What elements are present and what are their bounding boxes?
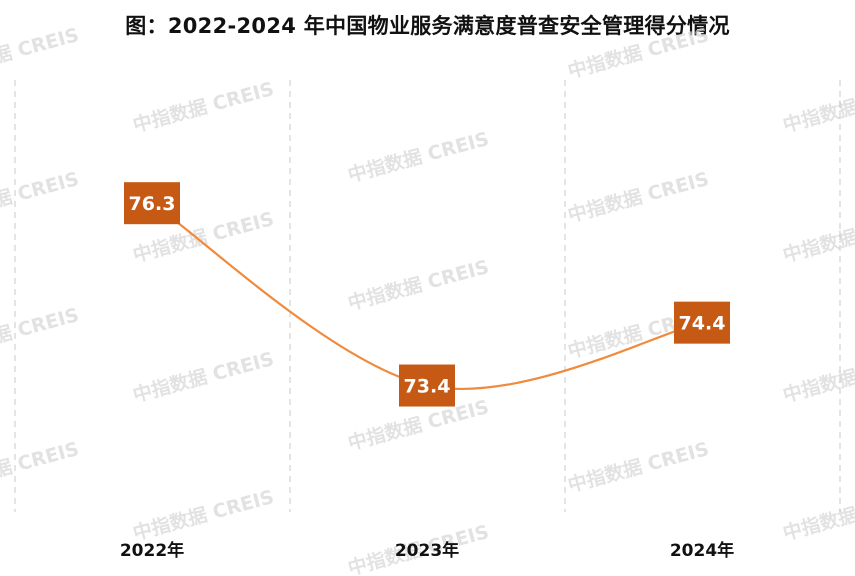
category-label: 2022年	[120, 540, 184, 561]
data-label: 74.4	[679, 313, 726, 335]
chart-title: 图：2022-2024 年中国物业服务满意度普查安全管理得分情况	[125, 14, 730, 38]
watermark-text: 中指数据 CREIS	[780, 485, 855, 545]
watermark-text: 中指数据 CREIS	[565, 23, 711, 83]
watermark-text: 中指数据 CREIS	[130, 77, 276, 137]
watermark-text: 中指数据 CREIS	[0, 23, 81, 83]
watermark-text: 中指数据 CREIS	[0, 167, 81, 227]
watermark-text: 中指数据 CREIS	[565, 437, 711, 497]
watermark-layer: 中指数据 CREIS 中指数据 CREIS 中指数据 CREIS 中指数据 CREIS…	[0, 23, 855, 576]
watermark-text: 中指数据 CREIS	[0, 303, 81, 363]
watermark-text: 中指数据 CREIS	[130, 485, 276, 545]
data-label-box	[124, 182, 180, 225]
gridline-layer	[14, 80, 841, 512]
category-label: 2024年	[670, 540, 734, 561]
watermark-text: 中指数据 CREIS	[345, 127, 491, 187]
data-label-layer: 76.3 73.4 74.4	[124, 182, 730, 407]
data-label-box	[674, 301, 730, 344]
category-label: 2023年	[395, 540, 459, 561]
data-label: 76.3	[129, 193, 176, 215]
watermark-text: 中指数据 CREIS	[780, 207, 855, 267]
watermark-text: 中指数据 CREIS	[130, 347, 276, 407]
watermark-text: 中指数据 CREIS	[780, 77, 855, 137]
watermark-text: 中指数据 CREIS	[0, 437, 81, 497]
watermark-text: 中指数据 CREIS	[565, 167, 711, 227]
watermark-text: 中指数据 CREIS	[345, 255, 491, 315]
watermark-text: 中指数据 CREIS	[780, 347, 855, 407]
data-label: 73.4	[404, 376, 451, 398]
data-label-box	[399, 364, 455, 407]
category-axis: 2022年 2023年 2024年	[120, 540, 734, 561]
